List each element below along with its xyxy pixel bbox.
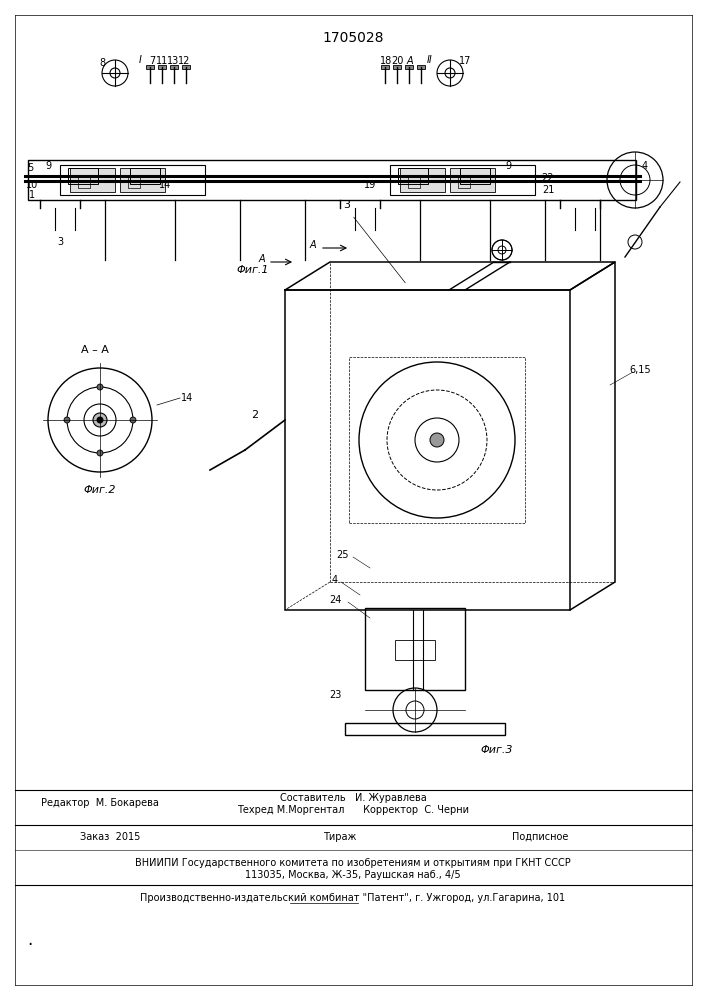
Bar	[182, 65, 190, 69]
Bar	[460, 168, 490, 184]
Bar	[146, 65, 154, 69]
Bar	[130, 168, 160, 184]
Text: 4: 4	[642, 161, 648, 171]
Text: 1: 1	[29, 190, 35, 200]
Text: 3: 3	[344, 200, 351, 210]
Circle shape	[97, 384, 103, 390]
Bar	[128, 176, 140, 188]
Text: 21: 21	[542, 185, 554, 195]
Text: 14: 14	[181, 393, 193, 403]
Bar	[417, 65, 425, 69]
Text: Редактор  М. Бокарева: Редактор М. Бокарева	[41, 798, 159, 808]
Text: 7: 7	[149, 56, 155, 66]
Text: 10: 10	[26, 180, 38, 190]
Text: Φиг.1: Φиг.1	[237, 265, 269, 275]
Text: Φиг.3: Φиг.3	[481, 745, 513, 755]
Bar	[408, 176, 420, 188]
Text: Подписное: Подписное	[512, 832, 568, 842]
Text: 25: 25	[337, 550, 349, 560]
Circle shape	[93, 413, 107, 427]
Text: ВНИИПИ Государственного комитета по изобретениям и открытиям при ГКНТ СССР: ВНИИПИ Государственного комитета по изоб…	[135, 858, 571, 868]
Text: 6,15: 6,15	[629, 365, 651, 375]
Bar	[60, 165, 205, 195]
Circle shape	[97, 417, 103, 423]
Text: 17: 17	[459, 56, 471, 66]
Text: ·: ·	[28, 936, 33, 954]
Text: Производственно-издательский комбинат "Патент", г. Ужгород, ул.Гагарина, 101: Производственно-издательский комбинат "П…	[141, 893, 566, 903]
Text: I: I	[139, 55, 141, 65]
Text: A: A	[407, 56, 414, 66]
Text: 113035, Москва, Ж-35, Раушская наб., 4/5: 113035, Москва, Ж-35, Раушская наб., 4/5	[245, 870, 461, 880]
Text: Техред М.Моргентал      Корректор  С. Черни: Техред М.Моргентал Корректор С. Черни	[237, 805, 469, 815]
Bar	[395, 640, 435, 660]
Bar	[398, 168, 428, 184]
Bar	[393, 65, 401, 69]
Bar	[458, 176, 470, 188]
Text: 20: 20	[391, 56, 403, 66]
Bar	[28, 160, 636, 200]
Bar	[365, 608, 465, 690]
Circle shape	[430, 433, 444, 447]
Bar	[450, 168, 495, 192]
Text: 4: 4	[332, 575, 338, 585]
Bar	[381, 65, 389, 69]
Text: 11: 11	[156, 56, 168, 66]
Text: 12: 12	[178, 56, 190, 66]
Text: Тираж: Тираж	[323, 832, 357, 842]
Text: 13: 13	[167, 56, 179, 66]
Bar	[78, 176, 90, 188]
Bar	[70, 168, 115, 192]
Text: 9: 9	[505, 161, 511, 171]
Text: Составитель   И. Журавлева: Составитель И. Журавлева	[280, 793, 426, 803]
Bar	[405, 65, 413, 69]
Text: 3: 3	[57, 237, 63, 247]
Text: 14: 14	[159, 180, 171, 190]
Bar	[158, 65, 166, 69]
Bar	[345, 723, 505, 735]
Circle shape	[64, 417, 70, 423]
Bar	[390, 165, 535, 195]
Text: 23: 23	[329, 690, 341, 700]
Text: 8: 8	[99, 58, 105, 68]
Text: 9: 9	[45, 161, 51, 171]
Text: 5: 5	[27, 163, 33, 173]
Text: 19: 19	[364, 180, 376, 190]
Bar	[400, 168, 445, 192]
Bar	[68, 168, 98, 184]
Text: 1705028: 1705028	[322, 31, 384, 45]
Text: A: A	[259, 254, 265, 264]
Text: II: II	[427, 55, 433, 65]
Text: Заказ  2015: Заказ 2015	[80, 832, 141, 842]
Text: 2: 2	[252, 410, 259, 420]
Bar	[285, 290, 570, 610]
Bar	[349, 357, 525, 523]
Text: Φиг.2: Φиг.2	[83, 485, 116, 495]
Text: 24: 24	[329, 595, 341, 605]
Circle shape	[130, 417, 136, 423]
Text: A: A	[310, 240, 316, 250]
Circle shape	[97, 450, 103, 456]
Bar	[170, 65, 178, 69]
Bar	[120, 168, 165, 192]
Text: 18: 18	[380, 56, 392, 66]
Text: A – A: A – A	[81, 345, 109, 355]
Text: 22: 22	[542, 173, 554, 183]
